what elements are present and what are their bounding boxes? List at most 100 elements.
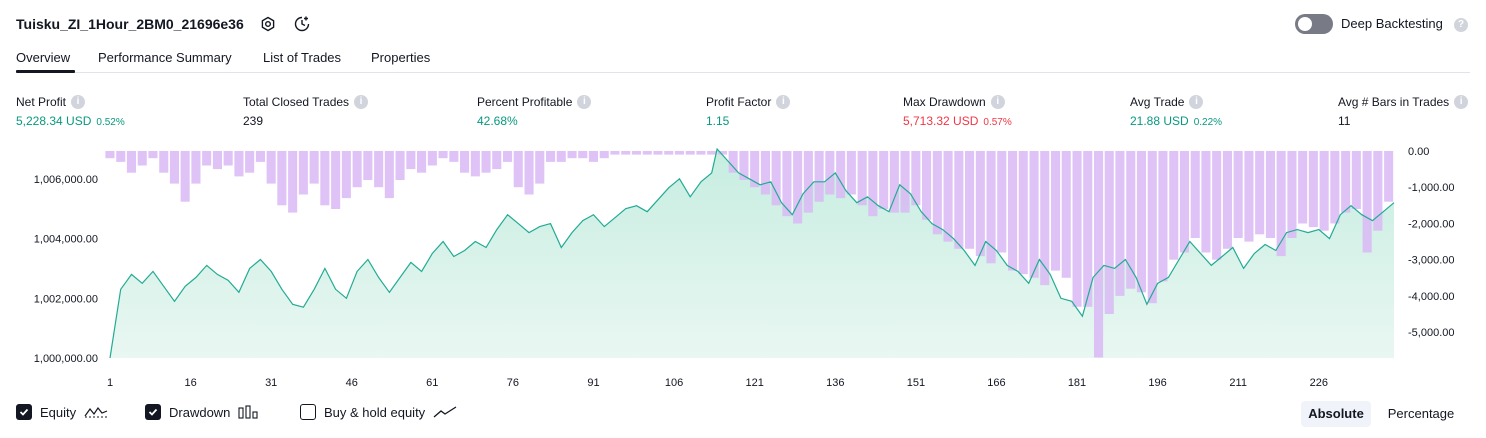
x-axis-tick-label: 61 bbox=[426, 377, 438, 389]
x-axis-tick-label: 226 bbox=[1310, 377, 1328, 389]
drawdown-bar bbox=[1373, 151, 1383, 231]
x-axis-tick-label: 211 bbox=[1229, 377, 1247, 389]
drawdown-bar bbox=[685, 151, 695, 155]
drawdown-bar bbox=[1104, 151, 1114, 314]
legend-drawdown-toggle[interactable]: Drawdown bbox=[145, 404, 258, 420]
drawdown-bar bbox=[567, 151, 577, 159]
drawdown-bar bbox=[341, 151, 351, 199]
drawdown-bar bbox=[954, 151, 964, 249]
tab-overview[interactable]: Overview bbox=[16, 50, 71, 65]
drawdown-bar bbox=[610, 151, 620, 155]
drawdown-bar bbox=[599, 151, 609, 159]
metric-avg-trade-value: 21.88 USD 0.22% bbox=[1130, 114, 1223, 128]
metric-max-drawdown-percent: 0.57% bbox=[983, 117, 1012, 128]
tab-separator bbox=[16, 72, 1470, 73]
drawdown-bar bbox=[255, 151, 265, 162]
right-axis-tick-label: -1,000.00 bbox=[1408, 182, 1454, 194]
drawdown-bar bbox=[546, 151, 556, 162]
help-icon[interactable]: ? bbox=[1454, 18, 1468, 32]
drawdown-bar bbox=[406, 151, 416, 170]
left-axis-tick-label: 1,000,000.00 bbox=[34, 353, 98, 365]
drawdown-bar bbox=[621, 151, 631, 155]
drawdown-bar bbox=[481, 151, 491, 173]
drawdown-bar bbox=[159, 151, 169, 173]
x-axis-tick-label: 121 bbox=[746, 377, 764, 389]
absolute-button[interactable]: Absolute bbox=[1301, 401, 1371, 427]
drawdown-bar bbox=[202, 151, 212, 166]
info-icon[interactable]: i bbox=[354, 95, 369, 109]
checkbox-unchecked-icon[interactable] bbox=[300, 404, 316, 420]
drawdown-bar bbox=[460, 151, 470, 173]
strategy-title: Tuisku_ZI_1Hour_2BM0_21696e36 bbox=[16, 16, 244, 32]
legend-equity-label: Equity bbox=[40, 404, 77, 420]
drawdown-bar bbox=[1212, 151, 1222, 260]
drawdown-bar bbox=[1051, 151, 1061, 271]
legend-buy-hold-toggle[interactable]: Buy & hold equity bbox=[300, 404, 457, 420]
x-axis-tick-label: 16 bbox=[184, 377, 196, 389]
tab-performance-summary[interactable]: Performance Summary bbox=[98, 50, 232, 65]
metric-net-profit-label: Net Profit i bbox=[16, 95, 86, 109]
drawdown-bar bbox=[728, 151, 738, 173]
drawdown-bar bbox=[180, 151, 190, 202]
drawdown-bar bbox=[750, 151, 760, 188]
drawdown-bar bbox=[889, 151, 899, 213]
drawdown-bar bbox=[846, 151, 856, 195]
drawdown-bar bbox=[556, 151, 566, 162]
info-icon[interactable]: i bbox=[990, 95, 1005, 109]
checkbox-checked-icon[interactable] bbox=[16, 404, 32, 420]
drawdown-bar bbox=[1201, 151, 1211, 253]
drawdown-bar bbox=[137, 151, 147, 166]
x-axis-tick-label: 46 bbox=[346, 377, 358, 389]
drawdown-bar bbox=[395, 151, 405, 180]
checkbox-checked-icon[interactable] bbox=[145, 404, 161, 420]
gear-icon[interactable] bbox=[258, 14, 278, 34]
drawdown-bar bbox=[1029, 151, 1039, 278]
drawdown-bar bbox=[427, 151, 437, 166]
drawdown-bar bbox=[825, 151, 835, 195]
tab-properties[interactable]: Properties bbox=[371, 50, 431, 65]
info-icon[interactable]: i bbox=[71, 95, 86, 109]
equity-drawdown-chart[interactable]: 1,000,000.00 1,002,000.00 1,004,000.00 1,00… bbox=[0, 140, 1486, 390]
percentage-button[interactable]: Percentage bbox=[1387, 406, 1455, 421]
drawdown-bar bbox=[1190, 151, 1200, 238]
left-axis-tick-label: 1,002,000.00 bbox=[34, 293, 98, 305]
drawdown-bar bbox=[245, 151, 255, 173]
active-tab-indicator bbox=[16, 70, 75, 73]
toggle-knob bbox=[1298, 17, 1312, 31]
drawdown-bar bbox=[352, 151, 362, 188]
replay-icon[interactable] bbox=[292, 14, 312, 34]
info-icon[interactable]: i bbox=[776, 95, 791, 109]
x-axis-tick-label: 31 bbox=[265, 377, 277, 389]
drawdown-bar bbox=[911, 151, 921, 206]
equity-line-path bbox=[109, 147, 1395, 359]
drawdown-bar bbox=[116, 151, 126, 162]
legend-equity-toggle[interactable]: Equity bbox=[16, 404, 108, 420]
drawdown-bar bbox=[1233, 151, 1243, 238]
drawdown-bar bbox=[492, 151, 502, 170]
metric-profit-factor-label: Profit Factor i bbox=[706, 95, 791, 109]
drawdown-bar bbox=[1330, 151, 1340, 224]
metric-total-closed-trades-value: 239 bbox=[243, 114, 264, 128]
x-axis-tick-label: 76 bbox=[507, 377, 519, 389]
info-icon[interactable]: i bbox=[1454, 95, 1469, 109]
info-icon[interactable]: i bbox=[1189, 95, 1204, 109]
drawdown-bar bbox=[1265, 151, 1275, 238]
drawdown-bar bbox=[642, 151, 652, 155]
tab-list-of-trades[interactable]: List of Trades bbox=[263, 50, 342, 65]
info-icon[interactable]: i bbox=[577, 95, 592, 109]
drawdown-bar bbox=[803, 151, 813, 213]
left-axis: 1,000,000.00 1,002,000.00 1,004,000.00 1,00… bbox=[34, 174, 98, 365]
drawdown-bar bbox=[707, 151, 717, 155]
drawdown-bar bbox=[266, 151, 276, 184]
right-axis-tick-label: -3,000.00 bbox=[1408, 255, 1454, 267]
drawdown-bar bbox=[363, 151, 373, 180]
drawdown-bar bbox=[739, 151, 749, 180]
drawdown-bar bbox=[449, 151, 459, 162]
metric-net-profit-value: 5,228.34 USD 0.52% bbox=[16, 114, 125, 128]
drawdown-bar bbox=[320, 151, 330, 206]
drawdown-bar bbox=[857, 151, 867, 206]
drawdown-bar bbox=[782, 151, 792, 217]
drawdown-bar bbox=[631, 151, 641, 155]
deep-backtesting-toggle[interactable] bbox=[1295, 14, 1333, 34]
drawdown-bar bbox=[277, 151, 287, 206]
